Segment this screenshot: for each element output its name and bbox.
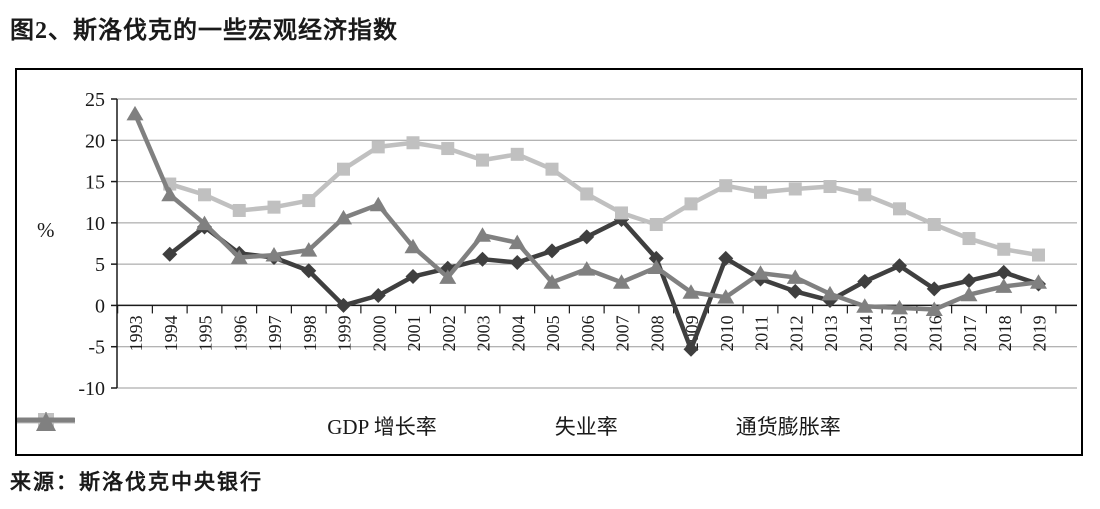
legend-item-unemployment: 失业率 xyxy=(17,411,618,441)
svg-text:2011: 2011 xyxy=(752,315,772,350)
legend-item-inflation: 通货膨胀率 xyxy=(17,411,841,441)
chart-legend: GDP 增长率 失业率 通货膨胀率 xyxy=(17,411,1081,441)
svg-text:1996: 1996 xyxy=(230,315,250,351)
svg-text:1997: 1997 xyxy=(265,315,285,351)
svg-text:20: 20 xyxy=(85,130,105,152)
x-axis-labels: 1993 1994 1995 1996 1997 1998 1999 2000 2001 2002… xyxy=(126,315,1050,351)
svg-text:2007: 2007 xyxy=(613,315,633,351)
legend-item-gdp: GDP 增长率 xyxy=(17,411,437,441)
svg-text:2004: 2004 xyxy=(508,315,528,351)
svg-text:10: 10 xyxy=(85,213,105,235)
svg-text:1999: 1999 xyxy=(335,315,355,351)
inflation-line-triangle-icon xyxy=(17,412,75,431)
series-unemployment xyxy=(163,136,1045,262)
svg-text:2002: 2002 xyxy=(439,315,459,351)
svg-text:1995: 1995 xyxy=(196,315,216,351)
series-inflation xyxy=(126,105,1047,317)
svg-text:2003: 2003 xyxy=(474,315,494,351)
svg-text:2017: 2017 xyxy=(960,315,980,351)
svg-text:15: 15 xyxy=(85,172,105,194)
svg-text:2008: 2008 xyxy=(647,315,667,351)
y-axis-unit-label: % xyxy=(37,218,55,242)
svg-text:2000: 2000 xyxy=(369,315,389,351)
x-axis xyxy=(117,304,1077,314)
svg-text:2001: 2001 xyxy=(404,315,424,351)
svg-text:2013: 2013 xyxy=(821,315,841,351)
svg-text:1994: 1994 xyxy=(161,315,181,351)
svg-text:2016: 2016 xyxy=(925,315,945,351)
source-note: 来源：斯洛伐克中央银行 xyxy=(10,470,263,494)
svg-text:2015: 2015 xyxy=(891,315,911,351)
page-title: 图2、斯洛伐克的一些宏观经济指数 xyxy=(10,18,398,44)
svg-text:2006: 2006 xyxy=(578,315,598,351)
svg-text:1998: 1998 xyxy=(300,315,320,351)
svg-text:2018: 2018 xyxy=(995,315,1015,351)
legend-label-unemployment: 失业率 xyxy=(554,415,618,439)
y-axis: 25 20 15 10 5 0 -5 -10 xyxy=(78,89,118,400)
svg-text:2014: 2014 xyxy=(856,315,876,351)
svg-text:5: 5 xyxy=(95,254,105,276)
svg-text:-10: -10 xyxy=(78,378,105,400)
chart-box: 25 20 15 10 5 0 -5 -10 1993 1994 1995 1996 1997 1998 1… xyxy=(15,68,1083,456)
svg-text:-5: -5 xyxy=(88,337,105,359)
svg-text:25: 25 xyxy=(85,89,105,111)
series-gdp xyxy=(162,212,1046,357)
svg-text:2010: 2010 xyxy=(717,315,737,351)
svg-text:1993: 1993 xyxy=(126,315,146,351)
legend-label-gdp: GDP 增长率 xyxy=(327,415,437,439)
svg-text:0: 0 xyxy=(95,295,105,317)
legend-label-inflation: 通货膨胀率 xyxy=(735,415,841,439)
svg-text:2012: 2012 xyxy=(786,315,806,351)
svg-text:2005: 2005 xyxy=(543,315,563,351)
svg-text:2019: 2019 xyxy=(1030,315,1050,351)
